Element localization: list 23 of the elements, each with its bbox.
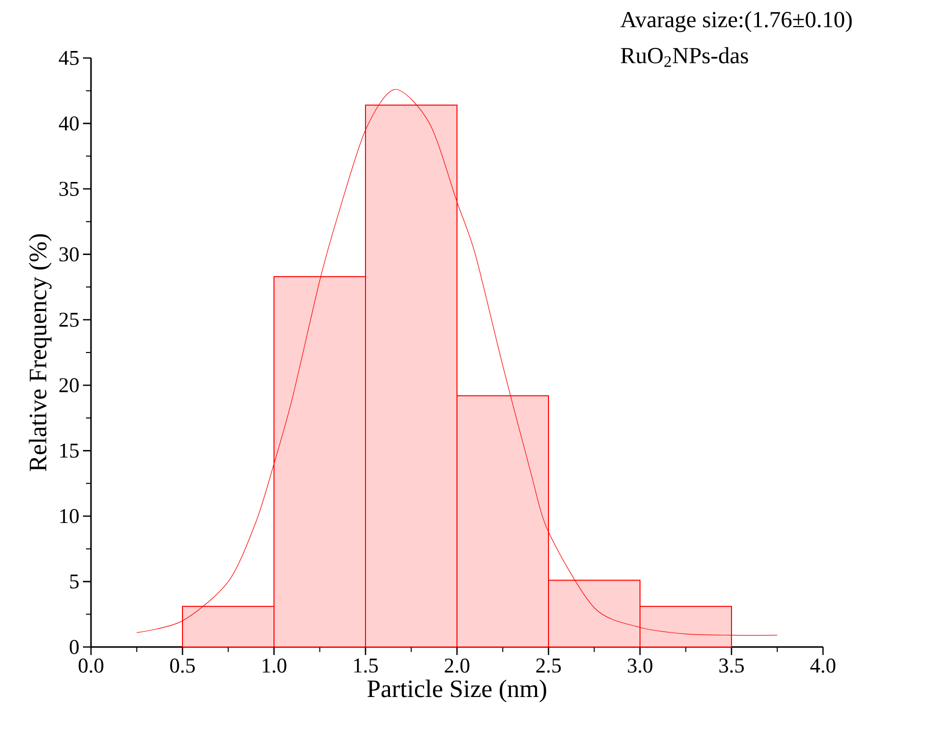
y-tick-label: 45 <box>58 50 79 66</box>
annotation: RuO$_{2}$NPs-das <box>620 47 748 67</box>
x-tick-label: 3.5 <box>719 658 744 673</box>
y-axis-title: Relative Frequency (%) <box>28 234 52 472</box>
y-tick-label: 25 <box>59 312 79 327</box>
x-tick-label: 1.0 <box>262 658 286 673</box>
x-tick-label: 1.5 <box>354 658 378 673</box>
y-tick-label: 10 <box>60 509 79 524</box>
y-tick-label: 40 <box>58 116 79 131</box>
y-tick-label: 35 <box>59 182 79 196</box>
y-tick-label: 0 <box>70 640 79 654</box>
x-tick-label: 0.5 <box>170 658 195 673</box>
y-tick-label: 5 <box>70 574 79 589</box>
x-tick-label: 2.0 <box>444 658 470 673</box>
y-tick-label: 15 <box>60 444 79 458</box>
x-tick-label: 4.0 <box>810 658 836 673</box>
y-tick-label: 20 <box>59 378 79 392</box>
y-tick-label: 30 <box>59 247 79 262</box>
x-tick-label: 0.0 <box>78 658 104 673</box>
text: Avarage size:(1.76±0.10) <box>620 11 852 32</box>
x-axis-title: Particle Size (nm) <box>367 680 546 702</box>
x-tick-label: 2.5 <box>536 658 561 673</box>
x-tick-label: 3.0 <box>628 658 652 673</box>
